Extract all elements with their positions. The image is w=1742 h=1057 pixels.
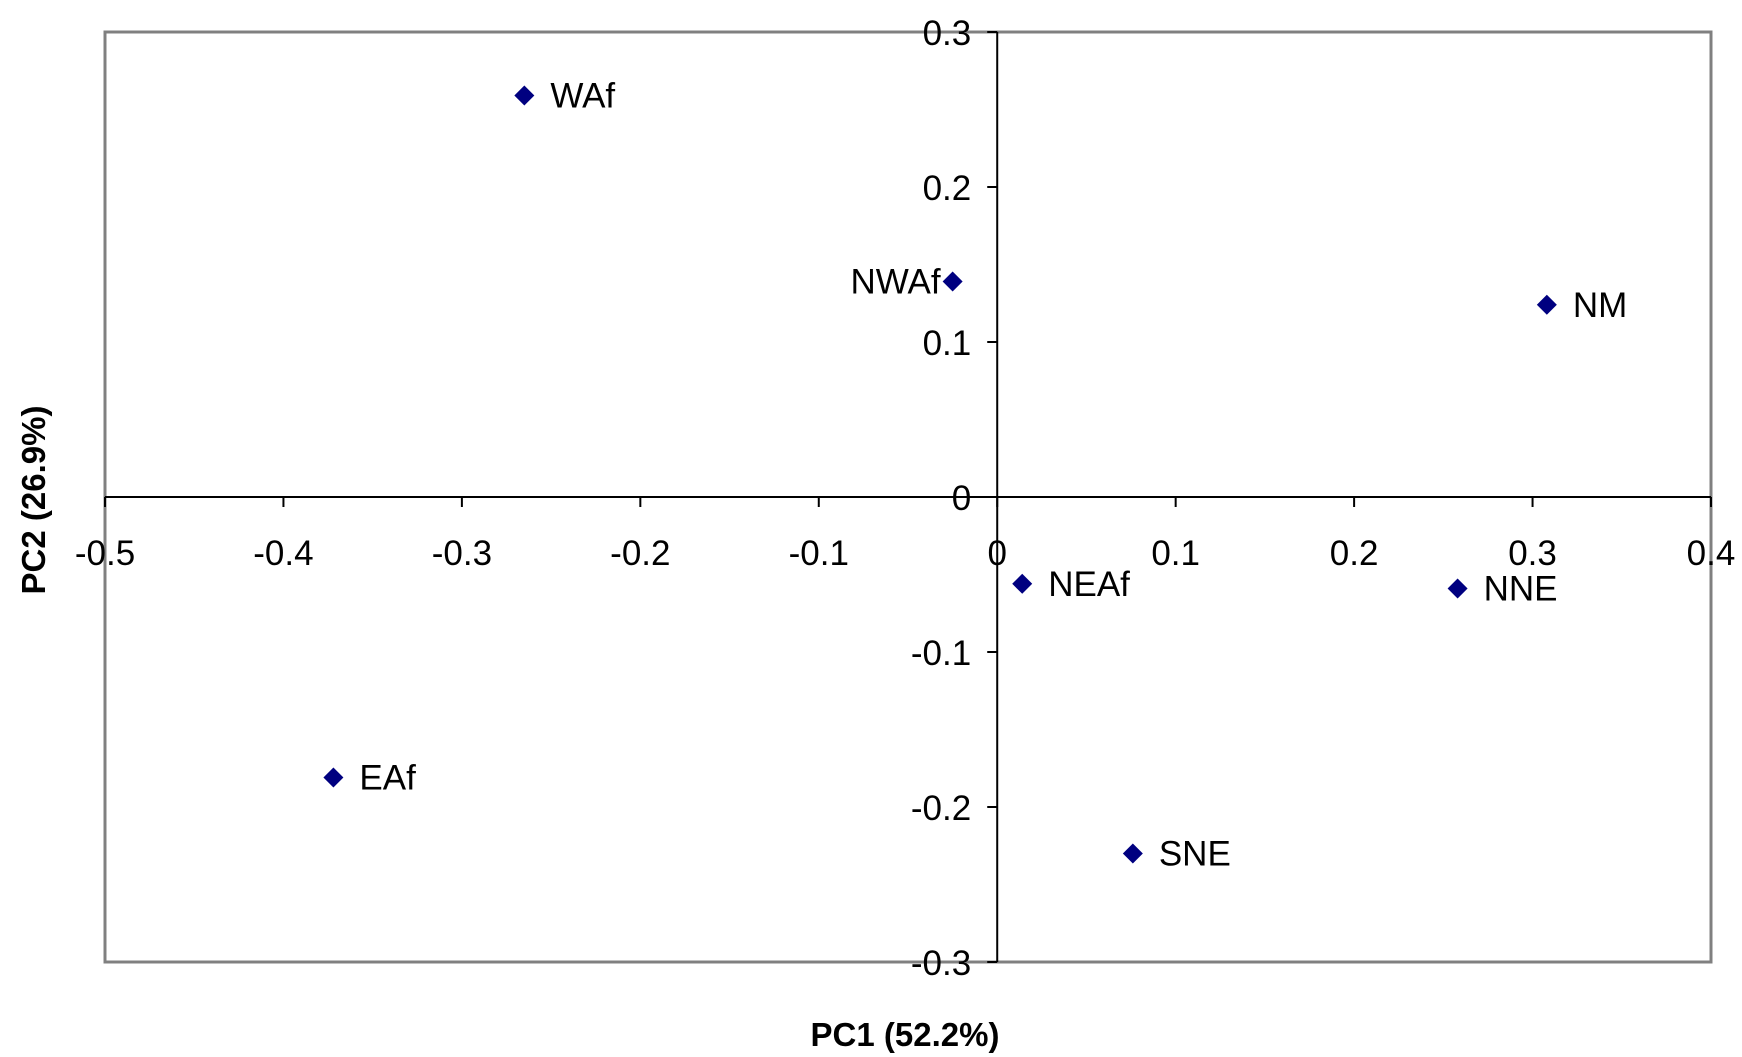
x-tick-label: -0.4 [253, 534, 313, 573]
axes [104, 31, 1712, 963]
y-tick-label: -0.3 [911, 944, 971, 983]
x-tick-label: -0.1 [789, 534, 849, 573]
data-point-label: WAf [550, 77, 615, 116]
data-point-label: NM [1573, 286, 1627, 325]
y-tick-label: -0.2 [911, 789, 971, 828]
data-point-label: SNE [1159, 835, 1231, 874]
x-axis-title: PC1 (52.2%) [811, 1016, 1000, 1053]
data-point-marker [323, 767, 344, 788]
x-tick-label: 0.1 [1151, 534, 1200, 573]
data-point-marker [1012, 573, 1033, 594]
y-axis-title: PC2 (26.9%) [15, 406, 52, 595]
data-point-label: NNE [1484, 569, 1558, 608]
y-tick-label: 0.1 [923, 324, 972, 363]
tick-labels: -0.5 -0.4 -0.3 -0.2 -0.1 0 0.1 0.2 0.3 0.4 -0.3 -0.… [75, 14, 1735, 983]
data-points: WAf NWAf NM NEAf NNE EAf SNE [323, 77, 1627, 874]
x-tick-label: -0.2 [610, 534, 670, 573]
data-point-label: EAf [359, 759, 416, 798]
y-tick-label: -0.1 [911, 634, 971, 673]
data-point-marker [514, 85, 535, 106]
x-tick-label: -0.5 [75, 534, 135, 573]
data-point-marker [942, 271, 963, 292]
y-tick-label: 0.3 [923, 14, 972, 53]
data-point-label: NEAf [1048, 565, 1130, 604]
data-point-marker [1122, 843, 1143, 864]
x-tick-label: 0 [987, 534, 1006, 573]
data-point-marker [1447, 578, 1468, 599]
data-point-marker [1536, 294, 1557, 315]
data-point-label: NWAf [851, 263, 941, 302]
x-tick-label: 0.2 [1330, 534, 1379, 573]
y-tick-label: 0 [952, 479, 971, 518]
x-tick-label: 0.3 [1508, 534, 1557, 573]
y-tick-label: 0.2 [923, 169, 972, 208]
x-tick-label: -0.3 [432, 534, 492, 573]
x-tick-label: 0.4 [1687, 534, 1736, 573]
